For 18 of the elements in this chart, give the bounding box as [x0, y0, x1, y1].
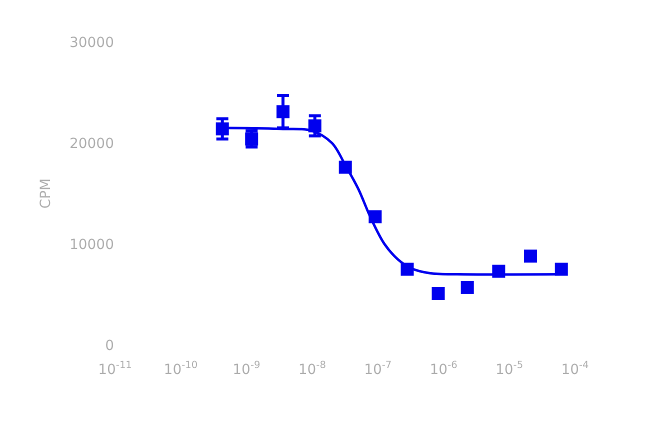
- y-tick-label: 20000: [69, 136, 114, 152]
- point: [432, 286, 445, 300]
- y-tick-label: 0: [105, 338, 114, 354]
- point: [276, 105, 290, 118]
- x-tick-label: 10$^{-6}$: [430, 360, 458, 378]
- x-tick-label: 10$^{-5}$: [495, 360, 524, 378]
- x-tick-label: 10$^{-9}$: [232, 360, 260, 378]
- x-tick-label: 10$^{-7}$: [364, 360, 392, 378]
- point: [460, 280, 474, 294]
- point: [524, 250, 537, 263]
- y-tick-label: 30000: [69, 34, 114, 51]
- x-tick-label: 10$^{-4}$: [561, 360, 589, 378]
- x-tick-label: 10$^{-11}$: [98, 360, 132, 378]
- y-tick-label: 10000: [69, 236, 114, 253]
- x-tick-label: 10$^{-8}$: [298, 360, 326, 378]
- y-axis-title: CPM: [38, 178, 54, 209]
- point: [554, 262, 568, 276]
- x-tick-label: 10$^{-10}$: [164, 360, 198, 378]
